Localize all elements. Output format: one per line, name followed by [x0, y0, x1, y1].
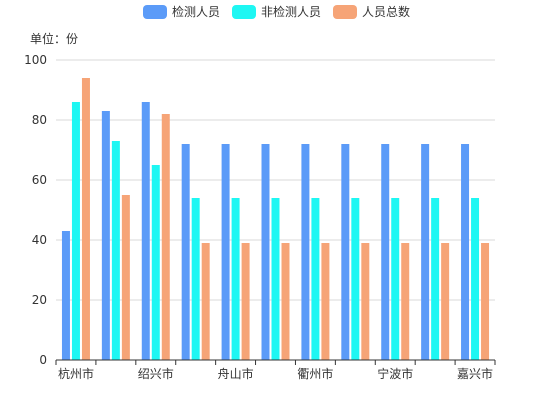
x-tick-label: 舟山市	[218, 366, 254, 381]
bar-1-10[interactable]	[471, 198, 480, 360]
bar-2-8[interactable]	[401, 243, 410, 360]
bar-2-3[interactable]	[201, 243, 210, 360]
bar-2-6[interactable]	[321, 243, 330, 360]
bar-1-8[interactable]	[391, 198, 400, 360]
x-tick-label: 杭州市	[58, 366, 94, 381]
legend-label-0[interactable]: 检测人员	[172, 4, 220, 19]
y-axis: 0 20 40 60 80 100	[24, 53, 47, 367]
y-tick-label: 100	[24, 53, 47, 67]
x-tick-label: 宁波市	[377, 366, 413, 381]
bar-1-6[interactable]	[311, 198, 320, 360]
bar-0-7[interactable]	[341, 144, 350, 360]
bar-0-9[interactable]	[421, 144, 430, 360]
bar-2-1[interactable]	[121, 195, 130, 360]
bar-1-5[interactable]	[271, 198, 280, 360]
bar-1-2[interactable]	[151, 165, 160, 360]
legend-label-1[interactable]: 非检测人员	[261, 4, 321, 19]
bar-2-9[interactable]	[441, 243, 450, 360]
bar-1-3[interactable]	[191, 198, 200, 360]
bar-1-4[interactable]	[231, 198, 240, 360]
y-tick-label: 80	[32, 113, 47, 127]
bar-1-0[interactable]	[71, 102, 80, 360]
bar-0-8[interactable]	[381, 144, 390, 360]
x-tick-label: 绍兴市	[138, 366, 174, 381]
bar-1-7[interactable]	[351, 198, 360, 360]
legend: 检测人员 非检测人员 人员总数	[143, 4, 410, 19]
bar-0-6[interactable]	[301, 144, 310, 360]
bar-0-0[interactable]	[61, 231, 70, 360]
y-tick-label: 0	[39, 353, 47, 367]
legend-swatch-0[interactable]	[143, 5, 167, 19]
x-axis: 杭州市 绍兴市 舟山市 衢州市 宁波市 嘉兴市	[55, 359, 496, 381]
bar-2-5[interactable]	[281, 243, 290, 360]
y-tick-label: 60	[32, 173, 47, 187]
unit-label: 单位：份	[30, 31, 78, 46]
bar-1-1[interactable]	[111, 141, 120, 360]
bar-2-10[interactable]	[481, 243, 490, 360]
bar-0-3[interactable]	[181, 144, 190, 360]
bar-0-5[interactable]	[261, 144, 270, 360]
y-tick-label: 20	[32, 293, 47, 307]
y-tick-label: 40	[32, 233, 47, 247]
bar-2-2[interactable]	[161, 114, 170, 360]
bar-0-10[interactable]	[461, 144, 470, 360]
bar-0-1[interactable]	[101, 111, 110, 360]
bar-0-2[interactable]	[141, 102, 150, 360]
legend-swatch-2[interactable]	[333, 5, 357, 19]
bar-2-0[interactable]	[81, 78, 90, 360]
x-tick-label: 衢州市	[297, 366, 333, 381]
legend-label-2[interactable]: 人员总数	[362, 4, 410, 19]
legend-swatch-1[interactable]	[232, 5, 256, 19]
x-tick-label: 嘉兴市	[457, 366, 493, 381]
bar-0-4[interactable]	[221, 144, 230, 360]
bar-2-7[interactable]	[361, 243, 370, 360]
bar-2-4[interactable]	[241, 243, 250, 360]
bars	[61, 78, 490, 360]
bar-1-9[interactable]	[431, 198, 440, 360]
